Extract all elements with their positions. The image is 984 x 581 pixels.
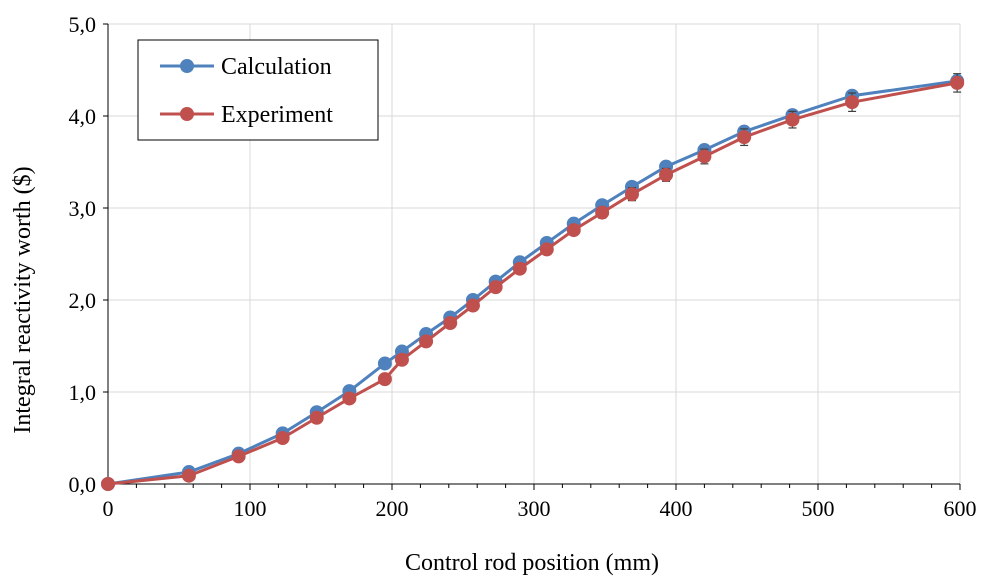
x-tick-label: 600 <box>944 496 977 521</box>
data-point-experiment <box>377 372 392 387</box>
data-point-experiment <box>624 187 639 202</box>
data-point-experiment <box>659 167 674 182</box>
grid-lines <box>108 23 961 484</box>
data-point-experiment <box>595 205 610 220</box>
x-tick-label: 300 <box>518 496 551 521</box>
data-point-experiment <box>309 410 324 425</box>
data-point-experiment <box>950 75 965 90</box>
data-point-experiment <box>465 298 480 313</box>
data-point-experiment <box>566 223 581 238</box>
data-point-experiment <box>231 449 246 464</box>
data-point-experiment <box>443 316 458 330</box>
data-point-experiment <box>697 149 712 164</box>
data-point-calculation <box>377 356 392 371</box>
legend-marker-calculation <box>180 59 194 73</box>
data-point-experiment <box>512 261 527 276</box>
data-point-experiment <box>539 242 554 257</box>
y-tick-label: 3,0 <box>69 196 97 221</box>
data-point-experiment <box>785 112 800 127</box>
legend-marker-experiment <box>180 107 194 121</box>
x-tick-label: 100 <box>234 496 267 521</box>
legend: Calculation Experiment <box>137 39 379 141</box>
data-point-experiment <box>845 95 860 110</box>
y-tick-label: 2,0 <box>69 288 97 313</box>
data-point-experiment <box>737 130 752 145</box>
x-axis-title: Control rod position (mm) <box>405 550 659 576</box>
data-point-experiment <box>488 280 503 295</box>
x-tick-label: 200 <box>376 496 409 521</box>
series-experiment <box>101 73 965 491</box>
data-point-experiment <box>275 431 290 445</box>
x-tick-label: 0 <box>103 496 114 521</box>
y-tick-label: 1,0 <box>69 380 97 405</box>
y-tick-label: 0,0 <box>69 472 97 497</box>
axes: 0,0 1,0 2,0 3,0 4,0 5,0 0 100 200 300 400 500 600 <box>69 12 977 521</box>
legend-label-calculation: Calculation <box>221 54 332 80</box>
legend-box <box>137 39 379 141</box>
data-point-experiment <box>394 352 409 367</box>
legend-label-experiment: Experiment <box>221 102 333 128</box>
data-point-experiment <box>342 391 357 406</box>
x-tick-label: 400 <box>660 496 693 521</box>
y-tick-label: 5,0 <box>69 12 97 37</box>
data-point-experiment <box>101 477 115 491</box>
series-group <box>101 73 965 491</box>
data-point-experiment <box>181 468 196 483</box>
y-axis-title: Integral reactivity worth ($) <box>10 166 36 433</box>
data-point-experiment <box>419 334 434 349</box>
x-tick-label: 500 <box>802 496 835 521</box>
y-tick-label: 4,0 <box>69 104 97 129</box>
